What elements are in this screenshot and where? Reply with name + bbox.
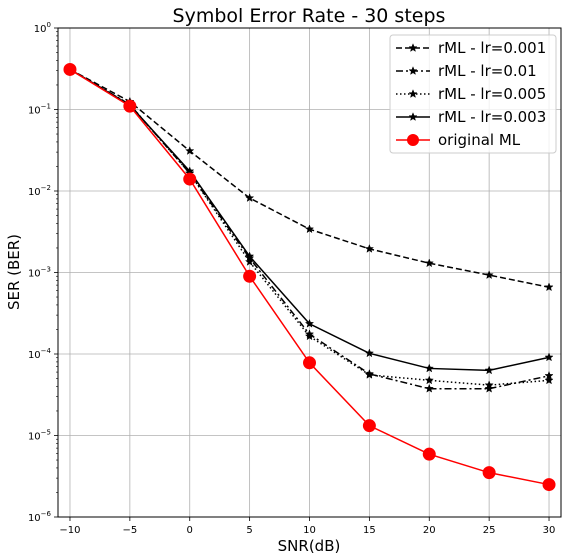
data-point-star bbox=[364, 348, 375, 358]
data-point-star bbox=[544, 375, 554, 385]
legend-label: rML - lr=0.01 bbox=[438, 62, 537, 80]
data-point-star bbox=[424, 375, 434, 385]
legend-label: rML - lr=0.005 bbox=[438, 85, 546, 103]
data-point-star bbox=[484, 365, 494, 375]
y-tick-label: 10−4 bbox=[28, 347, 52, 361]
data-point-star bbox=[408, 112, 418, 121]
legend: rML - lr=0.001 rML - lr=0.01 rML - lr=0.00… bbox=[389, 34, 557, 154]
x-tick-label: −5 bbox=[122, 525, 137, 536]
chart-title: Symbol Error Rate - 30 steps bbox=[173, 5, 446, 27]
data-point-star bbox=[484, 270, 494, 280]
x-axis-label: SNR(dB) bbox=[278, 537, 341, 555]
data-point-circle bbox=[482, 466, 496, 480]
data-point-star bbox=[484, 383, 494, 393]
x-tick-label: 15 bbox=[363, 525, 376, 536]
y-axis-ticks: 10−6 10−5 10−4 10−3 10−2 10−1 100 bbox=[28, 21, 58, 524]
y-tick-label: 10−3 bbox=[28, 266, 51, 280]
data-point-circle bbox=[303, 356, 316, 370]
y-tick-label: 100 bbox=[34, 21, 51, 35]
data-point-circle bbox=[542, 478, 556, 492]
legend-box bbox=[389, 34, 557, 154]
y-tick-label: 10−2 bbox=[28, 184, 51, 198]
y-axis-label: SER (BER) bbox=[5, 234, 23, 310]
x-tick-label: −10 bbox=[59, 525, 80, 536]
legend-label: rML - lr=0.003 bbox=[438, 108, 546, 126]
data-point-circle bbox=[422, 447, 436, 461]
data-point-circle bbox=[407, 134, 419, 146]
data-point-star bbox=[185, 146, 195, 155]
legend-label: original ML bbox=[438, 131, 521, 149]
x-tick-label: 25 bbox=[483, 525, 496, 536]
data-point-star bbox=[408, 66, 418, 75]
data-point-star bbox=[364, 369, 375, 379]
x-tick-label: 20 bbox=[423, 525, 436, 536]
x-tick-label: 30 bbox=[543, 525, 556, 536]
data-point-star bbox=[544, 282, 554, 292]
data-point-circle bbox=[123, 99, 137, 113]
data-point-circle bbox=[243, 269, 257, 283]
y-tick-label: 10−5 bbox=[28, 429, 51, 443]
data-point-circle bbox=[362, 419, 376, 433]
data-point-star bbox=[424, 383, 434, 393]
legend-label: rML - lr=0.001 bbox=[438, 39, 546, 57]
data-point-star bbox=[424, 258, 434, 268]
data-point-star bbox=[364, 243, 375, 253]
data-point-star bbox=[424, 363, 434, 373]
series-markers bbox=[63, 62, 556, 492]
y-tick-label: 10−1 bbox=[28, 103, 51, 117]
data-point-star bbox=[544, 352, 554, 362]
data-point-circle bbox=[63, 62, 77, 76]
data-point-star bbox=[408, 89, 418, 98]
data-point-circle bbox=[183, 172, 197, 186]
data-point-star bbox=[244, 251, 255, 261]
y-tick-label: 10−6 bbox=[28, 510, 52, 524]
data-point-star bbox=[408, 43, 418, 52]
x-tick-label: 10 bbox=[303, 525, 316, 536]
x-axis-ticks: −10 −5 0 5 10 15 20 25 30 bbox=[59, 517, 555, 536]
data-point-star bbox=[244, 193, 255, 202]
data-point-star bbox=[304, 318, 315, 328]
data-point-star bbox=[484, 380, 494, 390]
data-point-star bbox=[304, 331, 315, 341]
x-tick-label: 0 bbox=[187, 525, 193, 536]
data-point-star bbox=[244, 256, 255, 266]
data-point-star bbox=[304, 224, 315, 234]
x-tick-label: 5 bbox=[246, 525, 252, 536]
